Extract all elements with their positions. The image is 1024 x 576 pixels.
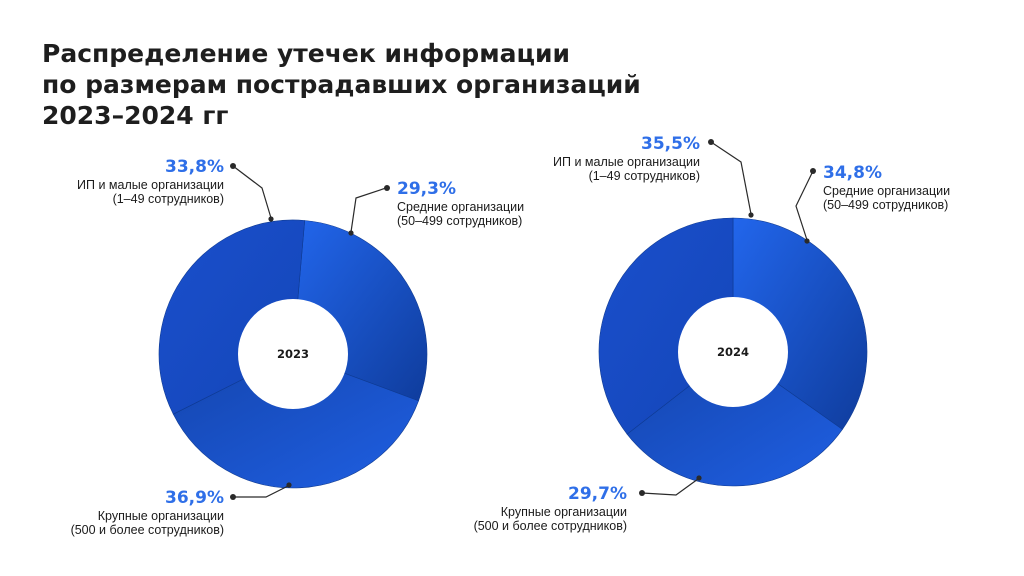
title-line-2: по размерам пострадавших организаций — [42, 70, 641, 99]
slice-label-small-2024-line2: (1–49 сотрудников) — [589, 169, 700, 183]
slice-medium-2024 — [732, 217, 868, 430]
leader-line-large-2023 — [233, 485, 289, 498]
slice-label-large-2024-line1: Крупные организации — [501, 505, 627, 519]
slice-label-medium-2024-line2: (50–499 сотрудников) — [823, 198, 948, 212]
leader-line-small-2024 — [710, 141, 752, 215]
chart-title: Распределение утечек информации по разме… — [42, 38, 641, 131]
leader-end-small-2023 — [268, 216, 274, 222]
leader-line-medium-2023 — [350, 187, 387, 233]
leader-end-medium-2023 — [348, 230, 354, 236]
slice-small-2024 — [598, 217, 734, 435]
leader-line-medium-2024 — [795, 170, 814, 241]
pct-label-large-2023: 36,9% — [165, 488, 224, 508]
donut-chart-2024: 2024 35,5% ИП и малые организации (1–49 … — [474, 134, 951, 533]
slice-label-small-2023-line1: ИП и малые организации — [77, 178, 224, 192]
slice-large-2024 — [626, 351, 843, 487]
leader-line-large-2024 — [641, 478, 699, 496]
leader-dot-small-2023 — [230, 163, 236, 169]
slice-label-large-2024-line2: (500 и более сотрудников) — [474, 519, 627, 533]
donut-hole-2023 — [238, 299, 348, 409]
pct-label-medium-2023: 29,3% — [397, 179, 456, 199]
slice-label-small-2023-line2: (1–49 сотрудников) — [113, 192, 224, 206]
pct-label-small-2024: 35,5% — [641, 134, 700, 154]
leader-dot-small-2024 — [708, 139, 714, 145]
slice-label-large-2023-line2: (500 и более сотрудников) — [71, 523, 224, 537]
leader-dot-medium-2024 — [810, 168, 816, 174]
title-line-1: Распределение утечек информации — [42, 39, 571, 68]
leader-end-large-2024 — [696, 475, 702, 481]
pct-label-medium-2024: 34,8% — [823, 163, 882, 183]
donut-chart-2023: 2023 33,8% ИП и малые организации (1–49 … — [71, 157, 525, 537]
slice-label-medium-2023-line1: Средние организации — [397, 200, 524, 214]
pct-label-small-2023: 33,8% — [165, 157, 224, 177]
pct-label-large-2024: 29,7% — [568, 484, 627, 504]
slice-label-medium-2024-line1: Средние организации — [823, 184, 950, 198]
leader-dot-large-2023 — [230, 494, 236, 500]
center-label-2023: 2023 — [277, 347, 309, 361]
leader-dot-medium-2023 — [384, 185, 390, 191]
leader-end-large-2023 — [286, 482, 292, 488]
slice-label-medium-2023-line2: (50–499 сотрудников) — [397, 214, 522, 228]
leader-line-small-2023 — [232, 165, 272, 219]
slice-label-small-2024-line1: ИП и малые организации — [553, 155, 700, 169]
leader-end-medium-2024 — [804, 238, 810, 244]
title-line-3: 2023–2024 гг — [42, 101, 229, 130]
leader-dot-large-2024 — [639, 490, 645, 496]
slice-large-2023 — [172, 353, 419, 489]
slices-2024 — [598, 217, 868, 487]
center-label-2024: 2024 — [717, 345, 749, 359]
donut-hole-2024 — [678, 297, 788, 407]
leader-end-small-2024 — [748, 212, 754, 218]
slice-label-large-2023-line1: Крупные организации — [98, 509, 224, 523]
